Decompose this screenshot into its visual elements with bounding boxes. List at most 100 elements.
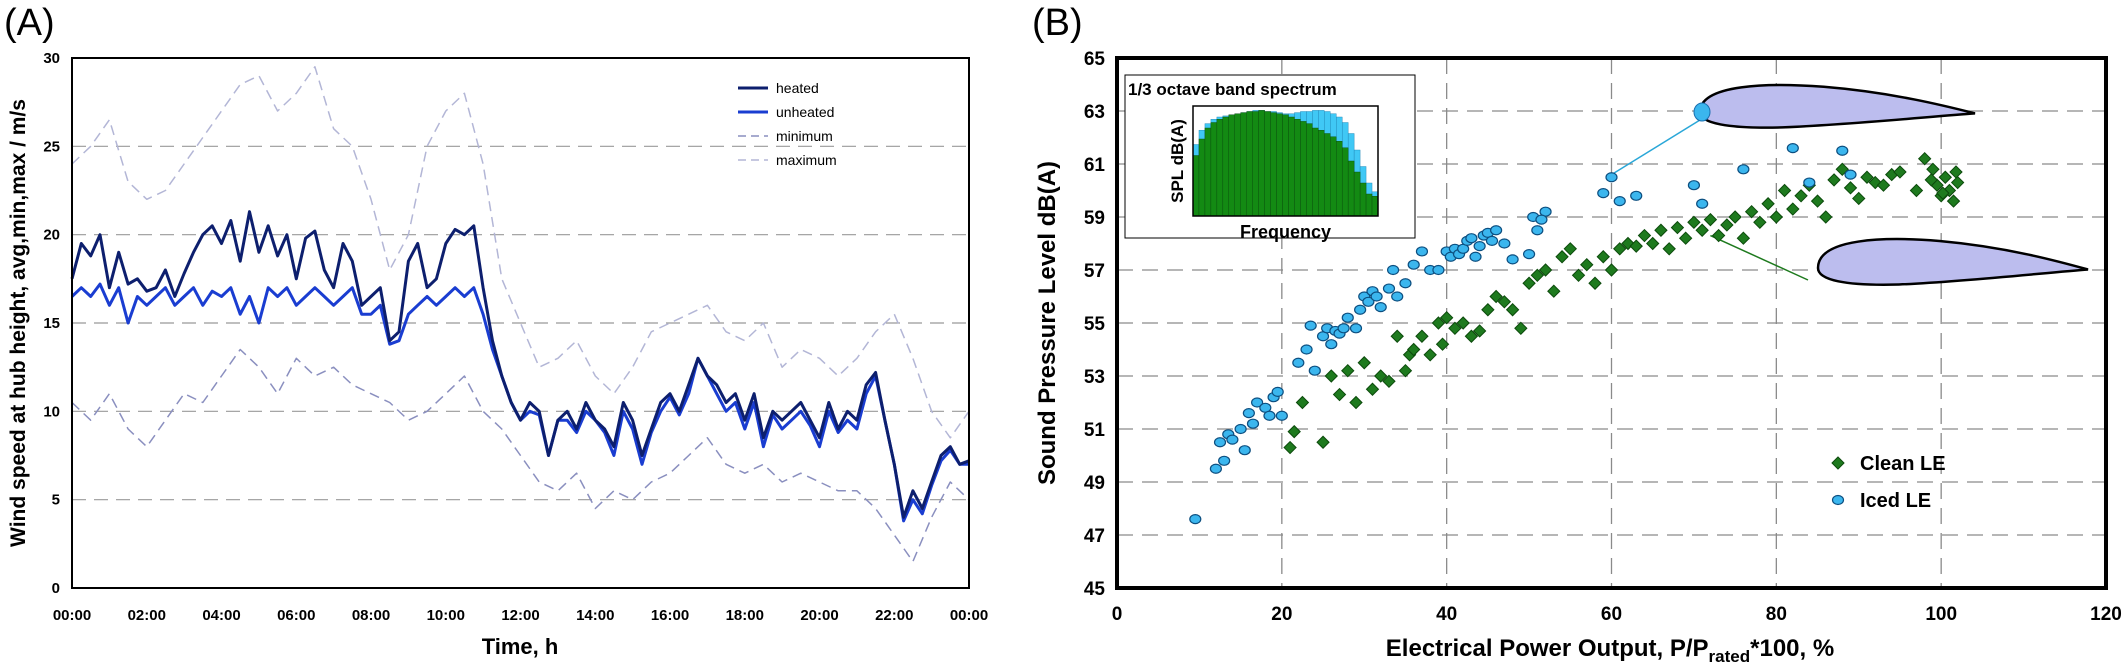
b-point-clean — [1827, 173, 1841, 187]
b-point-clean — [1547, 284, 1561, 298]
b-point-iced — [1354, 304, 1367, 315]
b-point-clean — [1324, 369, 1338, 383]
b-clean-pointer — [1710, 234, 1809, 281]
b-inset-bar-clean — [1371, 195, 1379, 217]
b-point-clean — [1819, 210, 1833, 224]
b-legend-label: Iced LE — [1860, 490, 1931, 512]
b-inset-bar-clean — [1222, 116, 1230, 217]
a-y-tick-label: 10 — [43, 403, 60, 420]
b-point-iced — [1263, 410, 1276, 421]
b-inset-bar-clean — [1270, 112, 1277, 217]
b-point-clean — [1810, 194, 1825, 208]
b-point-clean — [1949, 165, 1963, 179]
b-point-clean — [1505, 303, 1520, 317]
b-airfoil-illustrations — [1611, 83, 2089, 286]
b-x-axis-title-sub: rated — [1709, 647, 1751, 666]
b-x-tick-label: 20 — [1271, 604, 1292, 625]
b-point-clean — [1283, 440, 1297, 455]
b-inset-y-label: SPL dB(A) — [1168, 119, 1187, 203]
b-point-clean — [1439, 310, 1454, 325]
b-point-iced — [1485, 235, 1499, 246]
b-point-iced — [1341, 312, 1354, 323]
b-y-tick-label: 53 — [1084, 367, 1105, 388]
b-point-iced — [1407, 259, 1420, 270]
b-point-iced — [1531, 225, 1544, 236]
a-x-tick-label: 14:00 — [576, 607, 614, 624]
a-y-tick-label: 20 — [43, 227, 60, 244]
b-point-clean — [1637, 228, 1652, 243]
b-point-clean — [1769, 210, 1784, 224]
b-x-tick-label: 60 — [1601, 604, 1622, 625]
b-point-clean — [1909, 183, 1924, 198]
b-point-iced — [1226, 434, 1239, 445]
b-point-clean — [1472, 324, 1487, 338]
a-series-heated — [70, 210, 970, 519]
b-x-tick-label: 100 — [1925, 604, 1957, 625]
b-inset-bar-clean — [1318, 129, 1325, 217]
b-y-tick-label: 47 — [1084, 526, 1105, 547]
b-x-axis-title: Electrical Power Output, P/Prated*100, % — [1386, 635, 1834, 666]
b-point-iced — [1218, 455, 1231, 466]
b-point-iced — [1362, 296, 1375, 307]
b-inset-bar-clean — [1198, 138, 1206, 217]
a-y-tick-label: 25 — [43, 138, 60, 155]
b-point-clean — [1374, 369, 1388, 383]
a-x-tick-label: 04:00 — [202, 607, 240, 624]
b-point-clean — [1678, 231, 1693, 245]
b-point-clean — [1580, 257, 1594, 272]
b-point-iced — [1522, 249, 1536, 260]
b-inset-bar-clean — [1276, 113, 1283, 217]
b-point-clean — [1786, 202, 1800, 216]
b-point-iced — [1490, 225, 1503, 236]
b-point-clean — [1423, 348, 1437, 362]
b-inset-bar-clean — [1258, 110, 1265, 217]
b-point-iced — [1597, 188, 1610, 199]
b-point-iced — [1535, 214, 1548, 225]
b-point-iced — [1415, 246, 1429, 257]
b-point-iced — [1613, 196, 1626, 207]
b-point-clean — [1736, 231, 1751, 245]
b-point-clean — [1924, 173, 1938, 187]
b-point-clean — [1563, 242, 1577, 256]
b-point-iced — [1370, 291, 1383, 302]
b-point-clean — [1332, 387, 1347, 402]
b-inset-bar-clean — [1210, 122, 1218, 217]
b-y-tick-label: 57 — [1084, 261, 1105, 282]
b-point-iced — [1737, 164, 1750, 175]
b-inset-bar-clean — [1300, 121, 1307, 217]
a-x-tick-label: 00:00 — [53, 607, 91, 624]
b-point-iced — [1803, 177, 1816, 188]
b-point-clean — [1646, 236, 1660, 251]
b-point-clean — [1571, 268, 1586, 283]
a-legend-label: unheated — [776, 104, 834, 120]
b-point-iced — [1696, 198, 1709, 209]
b-point-clean — [1629, 239, 1643, 253]
b-point-iced — [1308, 365, 1321, 376]
b-point-iced — [1399, 278, 1412, 289]
b-point-clean — [1711, 228, 1726, 243]
b-y-tick-label: 65 — [1084, 49, 1106, 70]
b-inset-bar-clean — [1353, 171, 1361, 217]
b-point-iced — [1242, 408, 1255, 419]
a-y-tick-label: 30 — [43, 50, 60, 67]
b-point-iced — [1786, 143, 1799, 154]
b-point-clean — [1398, 363, 1413, 378]
a-plot-border — [71, 57, 970, 589]
b-point-clean — [1687, 215, 1701, 230]
a-x-tick-label: 06:00 — [277, 607, 315, 624]
a-x-tick-label: 12:00 — [501, 607, 539, 624]
a-legend-label: heated — [776, 80, 819, 96]
b-y-tick-label: 51 — [1084, 420, 1106, 441]
b-point-iced — [1630, 190, 1643, 201]
b-point-iced — [1275, 410, 1288, 421]
b-legend-label: Clean LE — [1860, 453, 1946, 475]
b-y-tick-label: 45 — [1084, 579, 1106, 600]
a-y-tick-label: 0 — [52, 580, 60, 597]
b-inset-bar-clean — [1324, 133, 1331, 217]
a-x-tick-label: 08:00 — [352, 607, 390, 624]
b-point-iced — [1469, 251, 1482, 262]
b-point-clean — [1596, 250, 1610, 264]
a-series-lines — [70, 66, 970, 563]
